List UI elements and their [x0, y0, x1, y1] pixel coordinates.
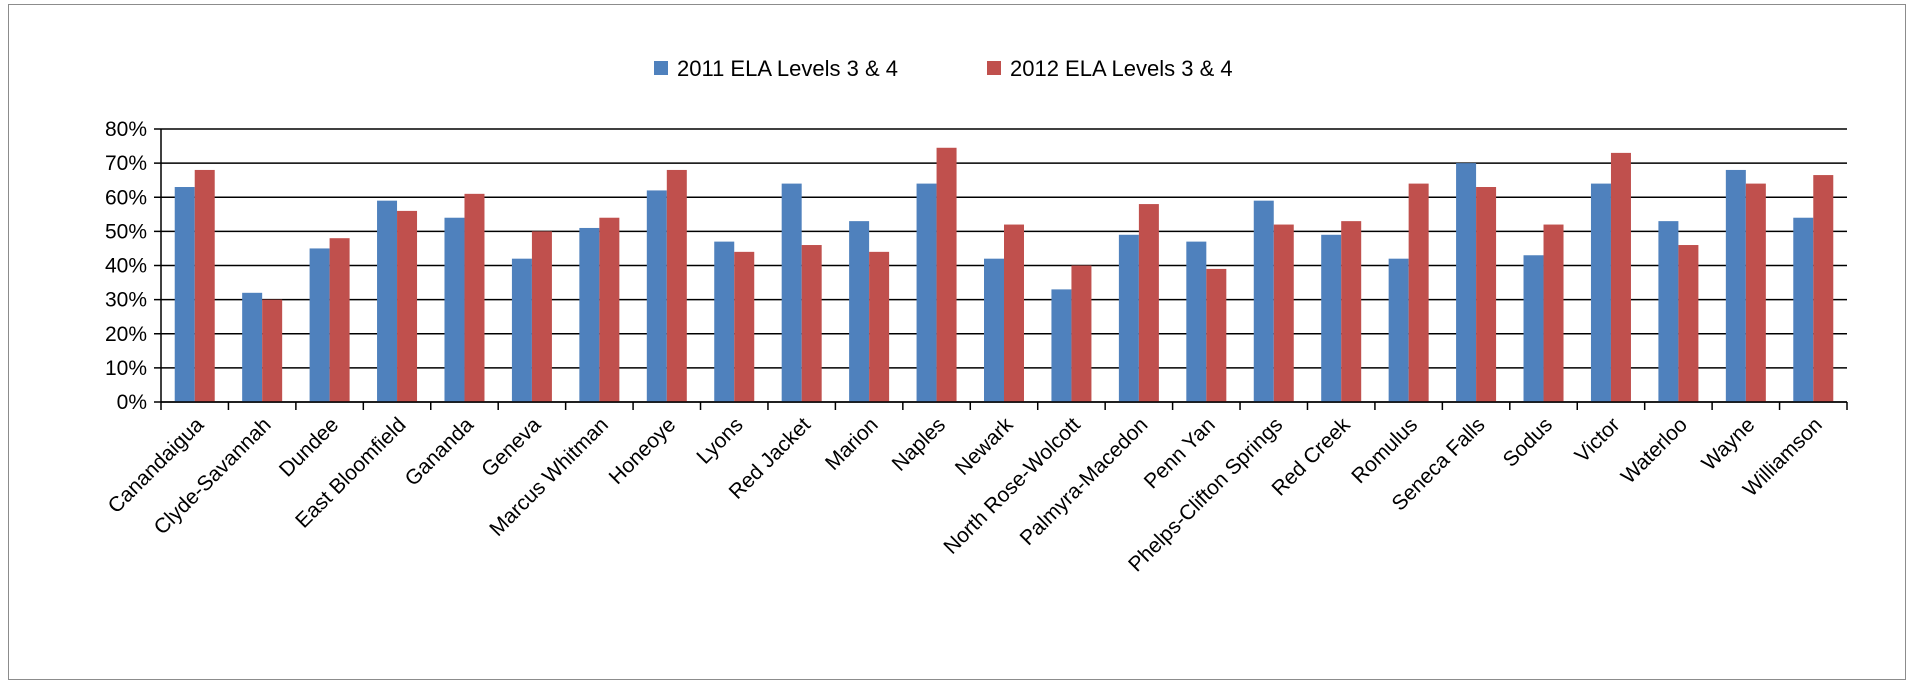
bar — [1321, 234, 1342, 402]
bar — [1590, 183, 1611, 402]
y-tick-label: 60% — [105, 186, 147, 209]
bar — [1138, 204, 1159, 402]
x-tick-label: Dundee — [275, 413, 343, 481]
y-tick-labels: 0% 10% 20% 30% 40% 50% 60% 70% 80% — [105, 118, 147, 414]
x-tick-label: Sodus — [1499, 413, 1557, 471]
legend-swatch — [654, 61, 668, 75]
bar — [1725, 169, 1746, 402]
bar — [194, 169, 215, 402]
bar — [1273, 224, 1294, 402]
bar — [1793, 217, 1814, 402]
bar — [1388, 258, 1409, 402]
bar — [599, 217, 620, 402]
bar — [666, 169, 687, 402]
bar — [936, 147, 957, 402]
bar — [1658, 221, 1679, 402]
x-tick-label: Marion — [821, 413, 883, 475]
y-tick-label: 50% — [105, 220, 147, 243]
bar — [849, 221, 870, 402]
bar — [579, 227, 600, 402]
bar — [714, 241, 735, 402]
bar — [1456, 163, 1477, 402]
bars — [174, 147, 1834, 402]
x-tick-label: Geneva — [477, 413, 545, 481]
bar — [242, 292, 263, 402]
bar — [377, 200, 398, 402]
axes — [154, 128, 1848, 410]
bar — [1186, 241, 1207, 402]
y-tick-label: 0% — [117, 391, 147, 414]
bar — [1523, 255, 1544, 402]
bar — [1118, 234, 1139, 402]
x-tick-label: Palmyra-Macedon — [1016, 413, 1153, 550]
bar — [984, 258, 1004, 402]
bar — [734, 251, 755, 402]
bar — [1206, 268, 1227, 402]
bar — [397, 210, 418, 402]
bar — [1071, 265, 1092, 402]
y-tick-label: 40% — [105, 255, 147, 278]
x-tick-label: Clyde-Savannah — [150, 413, 276, 539]
x-tick-label: Naples — [888, 413, 950, 475]
bar — [1813, 175, 1834, 402]
bar — [916, 183, 937, 402]
x-tick-label: Lyons — [692, 413, 747, 468]
bar — [1408, 183, 1429, 402]
bar — [646, 190, 667, 402]
bar — [1476, 187, 1497, 402]
bar — [1253, 200, 1274, 402]
y-tick-label: 20% — [105, 323, 147, 346]
bar — [444, 217, 465, 402]
bar — [781, 183, 802, 402]
bar — [174, 187, 195, 402]
legend: 2011 ELA Levels 3 & 4 2012 ELA Levels 3 &… — [654, 56, 1233, 81]
bar — [869, 251, 890, 402]
x-tick-label: Gananda — [401, 413, 479, 491]
bar — [1051, 289, 1072, 402]
bar — [1543, 224, 1564, 402]
x-tick-label: Waterloo — [1617, 413, 1692, 488]
bar — [1610, 152, 1631, 402]
bar — [1678, 245, 1699, 402]
bar — [1341, 221, 1362, 402]
bar — [801, 245, 822, 402]
bar — [464, 193, 485, 402]
x-tick-label: Victor — [1571, 413, 1625, 467]
x-tick-label: Honeoye — [605, 413, 681, 489]
y-tick-label: 70% — [105, 152, 147, 175]
x-tick-label: Marcus Whitman — [485, 413, 613, 541]
x-tick-label: Wayne — [1697, 413, 1759, 475]
y-tick-label: 10% — [105, 357, 147, 380]
bar — [531, 231, 552, 402]
bar — [309, 248, 330, 402]
bar — [1745, 183, 1766, 402]
x-tick-label: Newark — [951, 413, 1018, 480]
y-tick-label: 30% — [105, 289, 147, 312]
bar — [1004, 224, 1024, 402]
legend-swatch — [987, 61, 1001, 75]
legend-label: 2012 ELA Levels 3 & 4 — [1010, 56, 1233, 81]
legend-label: 2011 ELA Levels 3 & 4 — [677, 56, 898, 81]
bar — [511, 258, 532, 402]
bar — [262, 299, 283, 402]
y-tick-label: 80% — [105, 118, 147, 141]
bar — [329, 238, 350, 402]
